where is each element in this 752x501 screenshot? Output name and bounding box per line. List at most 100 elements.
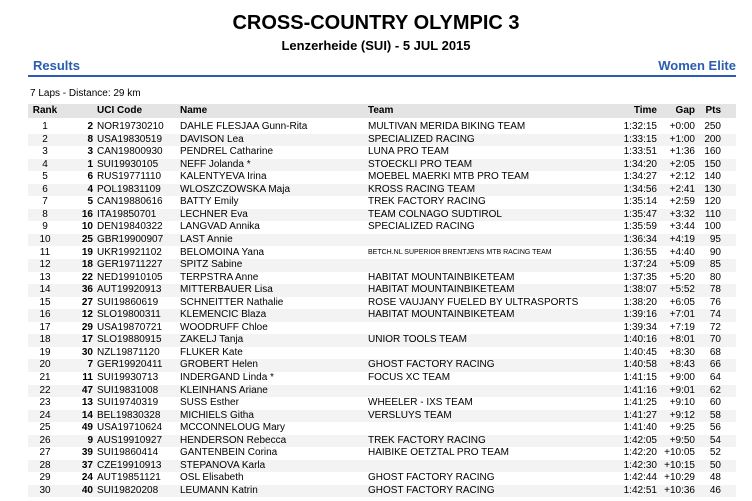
rider-name: SPITZ Sabine <box>180 259 243 271</box>
time: 1:40:45 <box>623 346 657 358</box>
points: 85 <box>709 259 721 271</box>
rank: 11 <box>39 246 51 258</box>
team: GHOST FACTORY RACING <box>368 484 495 496</box>
gap: +2:41 <box>669 183 695 195</box>
uci-code: SUI19820208 <box>97 484 159 496</box>
time: 1:34:20 <box>623 158 657 170</box>
time: 1:39:34 <box>623 321 657 333</box>
bib: 24 <box>81 472 93 484</box>
time: 1:34:27 <box>623 171 657 183</box>
points: 56 <box>709 422 721 434</box>
column-header: UCI Code <box>97 105 142 116</box>
points: 64 <box>709 372 721 383</box>
time: 1:33:51 <box>623 146 657 158</box>
rank: 27 <box>39 447 51 459</box>
rider-name: TERPSTRA Anne <box>180 271 259 283</box>
rank: 9 <box>42 221 48 233</box>
column-header: Name <box>180 105 208 116</box>
rank: 25 <box>39 422 51 434</box>
gap: +9:01 <box>669 384 695 396</box>
rider-name: GANTENBEIN Corina <box>180 447 278 459</box>
team: HAIBIKE OETZTAL PRO TEAM <box>368 447 509 459</box>
gap: +9:50 <box>669 434 695 446</box>
uci-code: AUT19920913 <box>97 284 162 296</box>
rider-name: DAVISON Lea <box>180 133 244 145</box>
rider-name: BATTY Emily <box>180 196 239 208</box>
rank: 29 <box>39 472 51 484</box>
uci-code: AUS19910927 <box>97 434 163 446</box>
column-header: Gap <box>675 105 695 116</box>
rider-name: INDERGAND Linda * <box>180 372 274 383</box>
points: 140 <box>704 171 721 183</box>
points: 95 <box>709 233 721 245</box>
uci-code: BEL19830328 <box>97 409 161 421</box>
uci-code: SUI19860619 <box>97 296 159 308</box>
points: 80 <box>709 271 721 283</box>
team: TREK FACTORY RACING <box>368 434 486 446</box>
rank: 2 <box>42 133 48 145</box>
team: SPECIALIZED RACING <box>368 133 475 145</box>
rank: 5 <box>42 171 48 183</box>
rank: 22 <box>39 384 51 396</box>
team: KROSS RACING TEAM <box>368 183 476 195</box>
rider-name: KLEMENCIC Blaza <box>180 309 267 321</box>
uci-code: UKR19921102 <box>97 246 162 258</box>
uci-code: USA19830519 <box>97 133 163 145</box>
points: 46 <box>709 484 721 496</box>
uci-code: SLO19800311 <box>97 309 161 321</box>
time: 1:40:58 <box>623 359 657 371</box>
gap: +8:30 <box>669 346 695 358</box>
points: 250 <box>704 121 721 132</box>
row-background <box>28 183 736 197</box>
header-row <box>28 104 736 118</box>
rank: 1 <box>42 121 48 132</box>
results-label: Results <box>33 58 80 73</box>
uci-code: CAN19880616 <box>97 196 163 208</box>
points: 50 <box>709 459 721 471</box>
row-background <box>28 359 736 372</box>
rider-name: NEFF Jolanda * <box>180 158 251 170</box>
row-background <box>28 309 736 322</box>
rider-name: DAHLE FLESJAA Gunn-Rita <box>180 121 308 132</box>
rider-name: FLUKER Kate <box>180 346 243 358</box>
time: 1:41:15 <box>623 372 657 383</box>
rank: 21 <box>39 372 51 383</box>
bib: 13 <box>81 397 93 409</box>
uci-code: AUT19851121 <box>97 472 161 484</box>
time: 1:34:56 <box>623 183 657 195</box>
uci-code: USA19710624 <box>97 422 163 434</box>
row-background <box>28 434 736 448</box>
bib: 11 <box>82 372 93 383</box>
gap: +3:32 <box>669 208 695 220</box>
rider-name: KLEINHANS Ariane <box>180 384 268 396</box>
team: VERSLUYS TEAM <box>368 409 452 421</box>
bib: 6 <box>87 171 93 183</box>
rank: 14 <box>39 284 51 296</box>
bib: 12 <box>81 309 93 321</box>
uci-code: SUI19740319 <box>97 397 159 409</box>
points: 160 <box>704 146 721 158</box>
rider-name: MICHIELS Githa <box>180 409 254 421</box>
points: 62 <box>709 384 721 396</box>
rank: 23 <box>39 397 51 409</box>
rank: 30 <box>39 484 51 496</box>
rider-name: LECHNER Eva <box>180 208 248 220</box>
gap: +5:09 <box>669 259 695 271</box>
column-header: Rank <box>32 105 58 116</box>
team: TEAM COLNAGO SUDTIROL <box>368 208 502 220</box>
time: 1:42:51 <box>623 484 657 496</box>
gap: +2:12 <box>669 171 695 183</box>
time: 1:42:30 <box>623 459 657 471</box>
gap: +8:01 <box>669 334 695 346</box>
bib: 40 <box>81 484 93 496</box>
rank: 4 <box>42 158 48 170</box>
rank: 16 <box>39 309 51 321</box>
team: MULTIVAN MERIDA BIKING TEAM <box>368 121 526 132</box>
uci-code: GER19711227 <box>97 259 163 271</box>
row-background <box>28 233 736 247</box>
row-background <box>28 384 736 398</box>
points: 78 <box>709 284 721 296</box>
uci-code: GER19920411 <box>97 359 163 371</box>
time: 1:36:55 <box>623 246 657 258</box>
rank: 15 <box>39 296 51 308</box>
